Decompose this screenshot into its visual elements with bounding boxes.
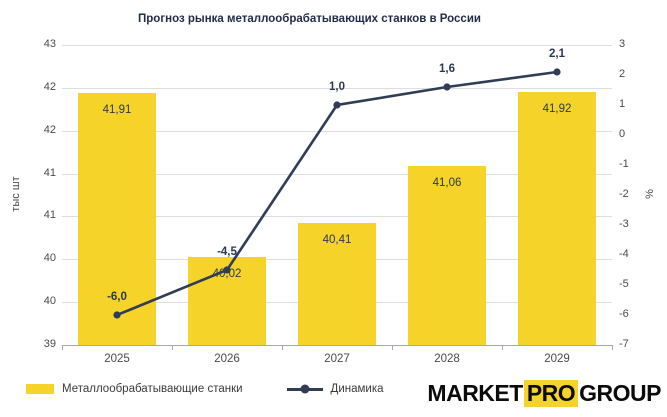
logo-pro-badge: PRO xyxy=(523,380,579,407)
x-axis-category-label: 2025 xyxy=(104,353,130,365)
left-axis-tick-label: 40 xyxy=(43,252,56,265)
x-axis-category-label: 2029 xyxy=(544,353,570,365)
bar-value-label: 41,92 xyxy=(542,102,572,115)
left-axis-tick-label: 43 xyxy=(43,38,56,50)
x-axis-tickmark xyxy=(62,345,63,350)
left-axis-tick-label: 42 xyxy=(43,123,56,136)
left-axis-tick-label: 41 xyxy=(43,166,56,179)
logo-group-text: GROUP xyxy=(579,380,661,406)
gridline xyxy=(62,45,612,46)
line-value-label: 1,0 xyxy=(329,81,345,93)
trend-line-marker xyxy=(333,101,341,109)
marketprogroup-logo: MARKET PRO GROUP xyxy=(427,380,661,407)
chart-title: Прогноз рынка металлообрабатывающих стан… xyxy=(138,13,481,25)
x-axis-category-label: 2028 xyxy=(434,353,460,365)
logo-market-text: MARKET xyxy=(427,380,523,406)
right-axis-tick-label: -1 xyxy=(619,158,629,170)
x-axis-tickmark xyxy=(502,345,503,350)
bar-value-label: 41,06 xyxy=(432,177,462,190)
x-axis-tickmark xyxy=(282,345,283,350)
x-axis-tickmark xyxy=(392,345,393,350)
left-axis-title: тыс шт xyxy=(10,176,22,212)
legend: Металлообрабатывающие станки Динамика xyxy=(26,383,384,395)
x-axis-tickmark xyxy=(612,345,613,350)
bar xyxy=(78,92,156,345)
right-axis-tick-label: -7 xyxy=(619,338,629,350)
right-axis-tick-label: 1 xyxy=(619,98,626,110)
bar xyxy=(518,91,596,345)
x-axis-tickmark xyxy=(172,345,173,350)
x-axis-category-label: 2026 xyxy=(214,353,240,365)
line-value-label: -4,5 xyxy=(217,246,237,258)
right-axis-tick-label: 2 xyxy=(619,68,626,80)
left-axis-tick-label: 39 xyxy=(43,338,56,350)
left-axis-tick-label: 42 xyxy=(43,80,56,93)
right-axis-tick-label: 0 xyxy=(619,128,626,140)
line-value-label: 1,6 xyxy=(439,63,455,75)
legend-line-marker-icon xyxy=(286,384,323,394)
right-axis-tick-label: -5 xyxy=(619,278,629,290)
legend-bar-label: Металлообрабатывающие станки xyxy=(62,383,243,395)
x-axis-category-label: 2027 xyxy=(324,353,350,365)
legend-line-label: Динамика xyxy=(330,383,384,395)
line-value-label: 2,1 xyxy=(549,48,565,60)
right-axis-tick-label: -2 xyxy=(619,188,629,200)
legend-line-dot-icon xyxy=(300,384,310,394)
trend-line-marker xyxy=(553,68,561,76)
bar-value-label: 40,02 xyxy=(212,267,242,280)
right-axis-tick-label: -4 xyxy=(619,248,629,260)
left-axis-tick-label: 40 xyxy=(43,295,56,308)
right-axis-tick-label: -6 xyxy=(619,308,629,320)
left-axis-tick-label: 41 xyxy=(43,209,56,222)
line-value-label: -6,0 xyxy=(107,291,127,303)
legend-bar-swatch xyxy=(26,384,54,394)
bar-value-label: 41,91 xyxy=(102,103,132,116)
bar xyxy=(408,166,486,345)
x-axis-line xyxy=(62,345,612,346)
right-axis-tick-label: -3 xyxy=(619,218,629,230)
right-axis-tick-label: 3 xyxy=(619,38,626,50)
bar-value-label: 40,41 xyxy=(322,233,352,246)
